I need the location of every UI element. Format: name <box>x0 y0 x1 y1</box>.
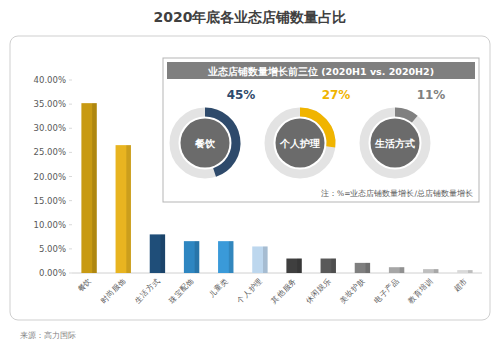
y-tick-label: 15.00% <box>34 196 66 206</box>
donut-photo <box>181 119 230 168</box>
bar-shade <box>195 241 200 273</box>
chart-title: 2020年底各业态店铺数量占比 <box>154 9 347 25</box>
donut-track <box>364 112 426 174</box>
y-tick <box>69 200 72 201</box>
data-label: 27% <box>322 88 351 102</box>
x-tick-label: 美妆护肤 <box>338 276 367 305</box>
donut-arc <box>395 112 415 119</box>
x-tick-label: 教育培训 <box>406 276 435 305</box>
x-tick-label: 生活方式 <box>133 276 162 305</box>
inset-box <box>163 58 479 202</box>
y-tick <box>69 152 72 153</box>
y-tick <box>69 248 72 249</box>
x-tick-label: 电子产品 <box>372 276 401 305</box>
y-tick <box>69 128 72 129</box>
bar-shade <box>160 234 165 273</box>
chart-root: 2020年底各业态店铺数量占比 0.00% 5.00% 10.00% 15.00% 20.… <box>0 0 500 351</box>
y-tick <box>69 273 72 274</box>
bar-shade <box>434 269 439 273</box>
donut-label: 餐饮 <box>194 138 216 149</box>
y-tick <box>69 104 72 105</box>
bar-shade <box>400 267 405 273</box>
bar <box>218 241 233 273</box>
x-tick-label: 个人护理 <box>235 276 264 305</box>
bar-shade <box>297 259 302 273</box>
bar <box>81 103 96 273</box>
x-tick-label: 儿童类 <box>207 276 230 299</box>
bar-shade <box>126 145 131 273</box>
bar <box>457 270 472 273</box>
x-tick-label: 时尚服饰 <box>99 276 128 305</box>
y-tick-label: 0.00% <box>39 268 66 278</box>
x-axis <box>72 273 482 274</box>
y-tick-label: 20.00% <box>34 172 66 182</box>
y-tick-label: 30.00% <box>34 123 66 133</box>
bar <box>389 267 404 273</box>
y-tick-label: 35.00% <box>34 99 66 109</box>
bar-shade <box>229 241 234 273</box>
bar-shade <box>331 259 336 273</box>
donut-photo <box>371 119 420 168</box>
y-tick <box>69 176 72 177</box>
data-label: 11% <box>417 88 446 102</box>
x-tick-label: 餐饮 <box>76 276 94 294</box>
inset-title: 业态店铺数量增长前三位 (2020H1 vs. 2020H2) <box>207 66 434 77</box>
y-tick-label: 10.00% <box>34 220 66 230</box>
bar-shade <box>92 103 97 273</box>
bar <box>286 259 301 273</box>
bar <box>116 145 131 273</box>
bar <box>150 234 165 273</box>
bar <box>184 241 199 273</box>
bar-shade <box>365 263 370 273</box>
bar <box>321 259 336 273</box>
x-tick-label: 珠宝配饰 <box>167 276 196 305</box>
bar <box>355 263 370 273</box>
donut-label: 生活方式 <box>374 138 415 149</box>
inset-header <box>167 62 475 79</box>
x-tick-label: 休闲娱乐 <box>304 276 333 305</box>
y-tick-label: 25.00% <box>34 147 66 157</box>
frame <box>10 36 490 320</box>
data-label: 45% <box>227 88 256 102</box>
donut-photo <box>276 119 325 168</box>
source-note: 来源：高力国际 <box>20 331 76 340</box>
bar-shade <box>468 270 473 273</box>
inset-note: 注：%=业态店铺数量增长/总店铺数量增长 <box>321 189 473 198</box>
bar-shade <box>263 246 268 273</box>
donut-track <box>269 112 331 174</box>
y-tick <box>69 224 72 225</box>
bar <box>423 269 438 273</box>
donut-track <box>174 112 236 174</box>
y-tick <box>69 80 72 81</box>
y-tick-label: 5.00% <box>39 244 66 254</box>
y-tick-label: 40.00% <box>34 75 66 85</box>
donut-label: 个人护理 <box>279 138 320 149</box>
bar <box>252 246 267 273</box>
x-tick-label: 超市 <box>452 276 470 294</box>
x-tick-label: 其他服务 <box>270 276 299 305</box>
